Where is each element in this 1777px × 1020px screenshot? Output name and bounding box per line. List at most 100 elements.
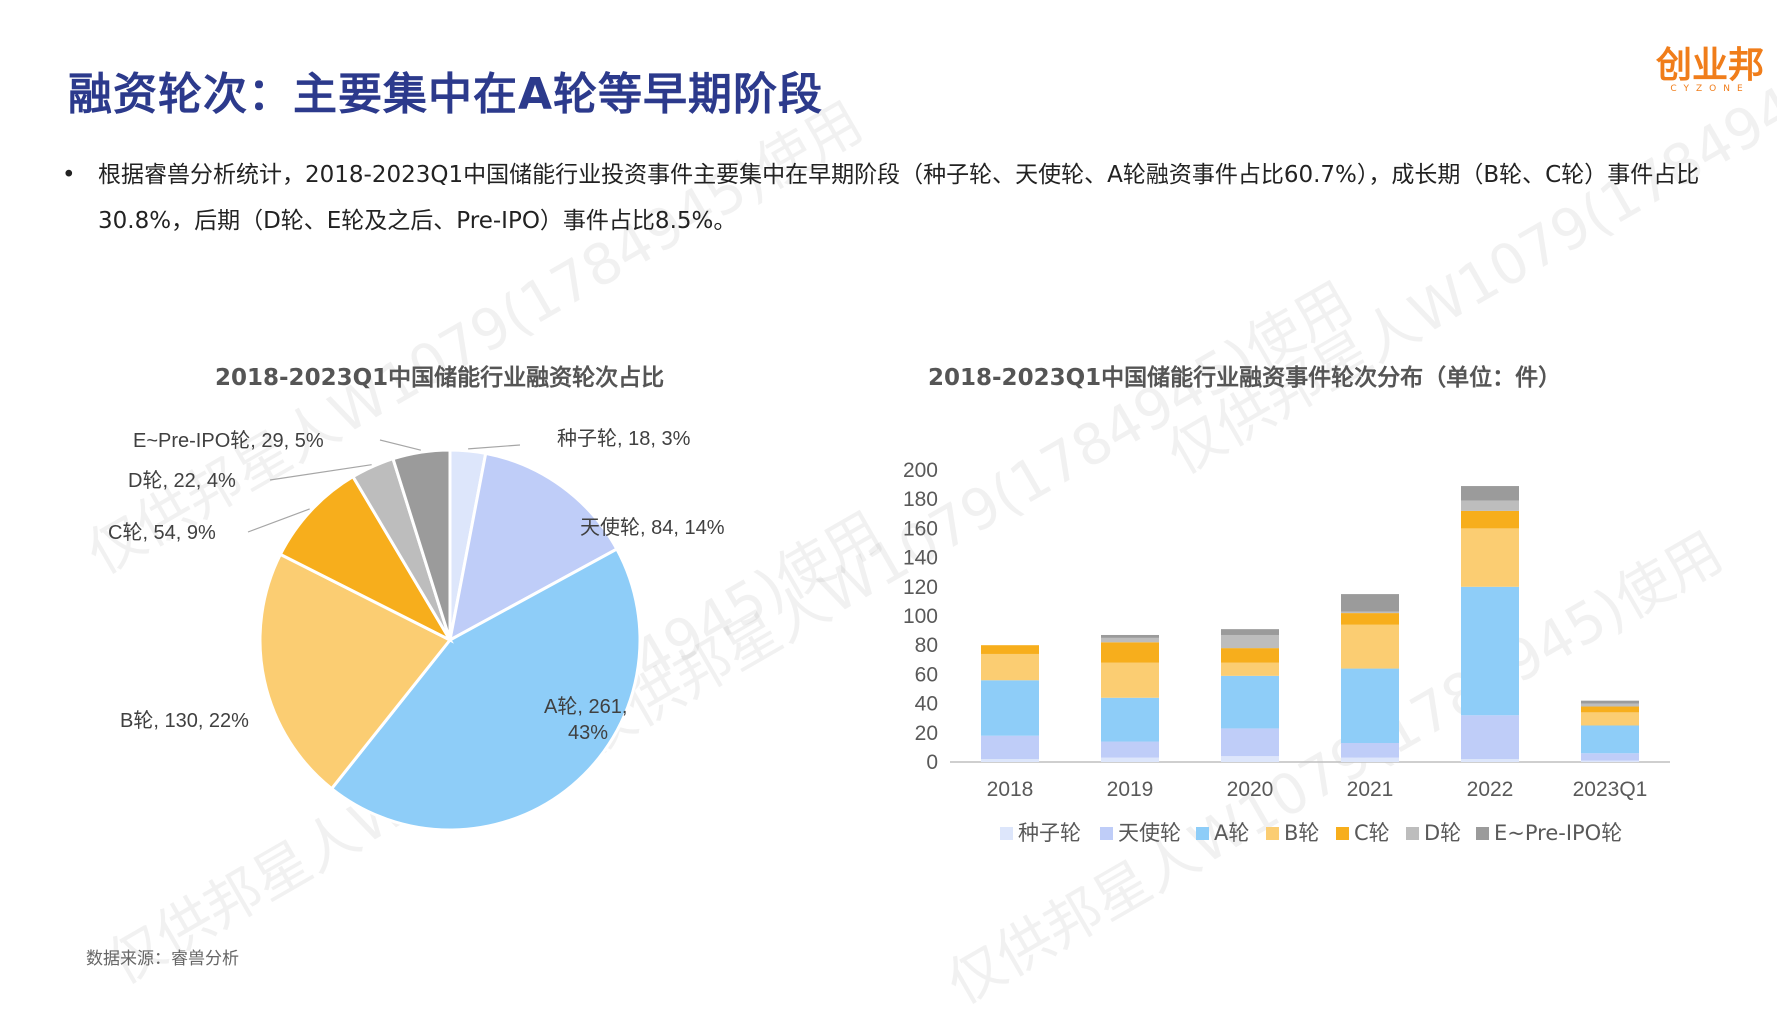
bar-segment [1101, 741, 1159, 758]
x-tick-label: 2023Q1 [1573, 778, 1648, 801]
bar-segment [1221, 728, 1279, 757]
bar-segment [1461, 528, 1519, 587]
legend-swatch [1476, 827, 1489, 840]
bar-segment [1221, 675, 1279, 729]
pie-chart: 种子轮, 18, 3% 天使轮, 84, 14% A轮, 261, 43% B轮, 13… [108, 427, 725, 832]
bar-segment [1341, 668, 1399, 744]
pie-leader-line [379, 439, 422, 451]
bar-segment [1101, 662, 1159, 698]
legend-swatch [1406, 827, 1419, 840]
y-tick-label: 160 [903, 517, 938, 540]
logo-text: 创业邦 [1655, 45, 1764, 86]
summary-text: 根据睿兽分析统计，2018-2023Q1中国储能行业投资事件主要集中在早期阶段（… [98, 162, 1700, 234]
bar-segment [1221, 662, 1279, 676]
legend-label: D轮 [1424, 821, 1461, 845]
logo-subtext: CYZONE [1670, 84, 1750, 94]
bar-segment [1461, 586, 1519, 716]
bar-segment [1341, 611, 1399, 614]
pie-slice-5 [278, 474, 454, 644]
bar-segment [981, 653, 1039, 681]
bar-segment [1221, 629, 1279, 635]
y-tick-label: 140 [903, 547, 938, 570]
x-tick-label: 2022 [1467, 778, 1514, 801]
pie-slice-4 [258, 552, 453, 791]
y-tick-label: 80 [915, 634, 938, 657]
bar-segment [1341, 624, 1399, 669]
bar-segment [1581, 703, 1639, 707]
legend-swatch [1000, 827, 1013, 840]
bar-segment [1581, 700, 1639, 704]
bar-segment [1581, 712, 1639, 726]
pie-data-label: 天使轮, 84, 14% [580, 516, 725, 539]
summary-paragraph: • 根据睿兽分析统计，2018-2023Q1中国储能行业投资事件主要集中在早期阶… [62, 152, 1722, 244]
legend-swatch [1100, 827, 1113, 840]
y-tick-label: 0 [926, 751, 938, 774]
bar-segment [1221, 634, 1279, 649]
pie-data-label: D轮, 22, 4% [128, 469, 236, 492]
bar-segment [1461, 715, 1519, 760]
bar-segment [1101, 634, 1159, 638]
y-tick-label: 20 [915, 722, 938, 745]
bar-segment [1461, 510, 1519, 529]
pie-data-label: C轮, 54, 9% [108, 521, 216, 544]
y-tick-label: 60 [915, 663, 938, 686]
bar-segment [1461, 486, 1519, 501]
bar-segment [1101, 637, 1159, 643]
bullet-icon: • [62, 162, 76, 188]
stacked-bar-chart: 0 20 40 60 80 100 120 140 160 180 200 2018 2019 2020 2… [903, 459, 1670, 845]
brand-logo: 创业邦 CYZONE [1650, 45, 1770, 95]
y-tick-label: 40 [915, 693, 938, 716]
pie-data-label: A轮, 261, [544, 695, 627, 718]
bar-segment [1581, 753, 1639, 761]
bar-segment [981, 759, 1039, 762]
bar-segment [1101, 642, 1159, 663]
pie-data-label: 43% [568, 722, 608, 744]
pie-chart-title: 2018-2023Q1中国储能行业融资轮次占比 [215, 365, 665, 391]
legend-label: A轮 [1214, 821, 1249, 845]
pie-data-label: B轮, 130, 22% [120, 709, 249, 732]
legend-label: C轮 [1354, 821, 1390, 845]
x-tick-label: 2020 [1227, 778, 1274, 801]
pie-data-label: 种子轮, 18, 3% [557, 427, 691, 450]
legend-swatch [1336, 827, 1349, 840]
legend-label: E~Pre-IPO轮 [1494, 821, 1622, 845]
x-tick-label: 2019 [1107, 778, 1154, 801]
bar-segment [1581, 725, 1639, 754]
bar-segment [1221, 756, 1279, 762]
x-tick-label: 2018 [987, 778, 1034, 801]
legend-label: 天使轮 [1118, 821, 1181, 845]
bar-segment [1461, 759, 1519, 762]
pie-data-label: E~Pre-IPO轮, 29, 5% [133, 429, 324, 452]
bar-segment [981, 680, 1039, 736]
x-tick-label: 2021 [1347, 778, 1394, 801]
bar-segment [981, 735, 1039, 760]
y-tick-label: 180 [903, 488, 938, 511]
bar-segment [1341, 743, 1399, 758]
legend-label: 种子轮 [1018, 821, 1081, 845]
pie-slice-2 [447, 451, 619, 643]
legend-swatch [1196, 827, 1209, 840]
legend-swatch [1266, 827, 1279, 840]
bar-segment [1341, 757, 1399, 762]
bar-segment [1101, 757, 1159, 762]
bar-segment [1221, 648, 1279, 663]
y-tick-label: 120 [903, 576, 938, 599]
bar-segment [1341, 613, 1399, 625]
pie-slice-3 [329, 547, 642, 832]
legend-label: B轮 [1284, 821, 1319, 845]
pie-leader-line [247, 508, 310, 533]
data-source: 数据来源：睿兽分析 [86, 949, 239, 969]
pie-leader-line [468, 444, 521, 450]
y-tick-label: 100 [903, 605, 938, 628]
bar-segment [1581, 706, 1639, 713]
bar-segment [981, 645, 1039, 654]
pie-leader-line [269, 464, 372, 481]
bar-segment [1461, 500, 1519, 511]
y-tick-label: 200 [903, 459, 938, 482]
bar-segment [1341, 594, 1399, 612]
bar-segment [1101, 697, 1159, 742]
bar-chart-title: 2018-2023Q1中国储能行业融资事件轮次分布（单位：件） [928, 365, 1562, 391]
page-title: 融资轮次：主要集中在A轮等早期阶段 [68, 69, 824, 120]
bar-segment [1581, 760, 1639, 762]
pie-slice-7 [391, 448, 452, 641]
